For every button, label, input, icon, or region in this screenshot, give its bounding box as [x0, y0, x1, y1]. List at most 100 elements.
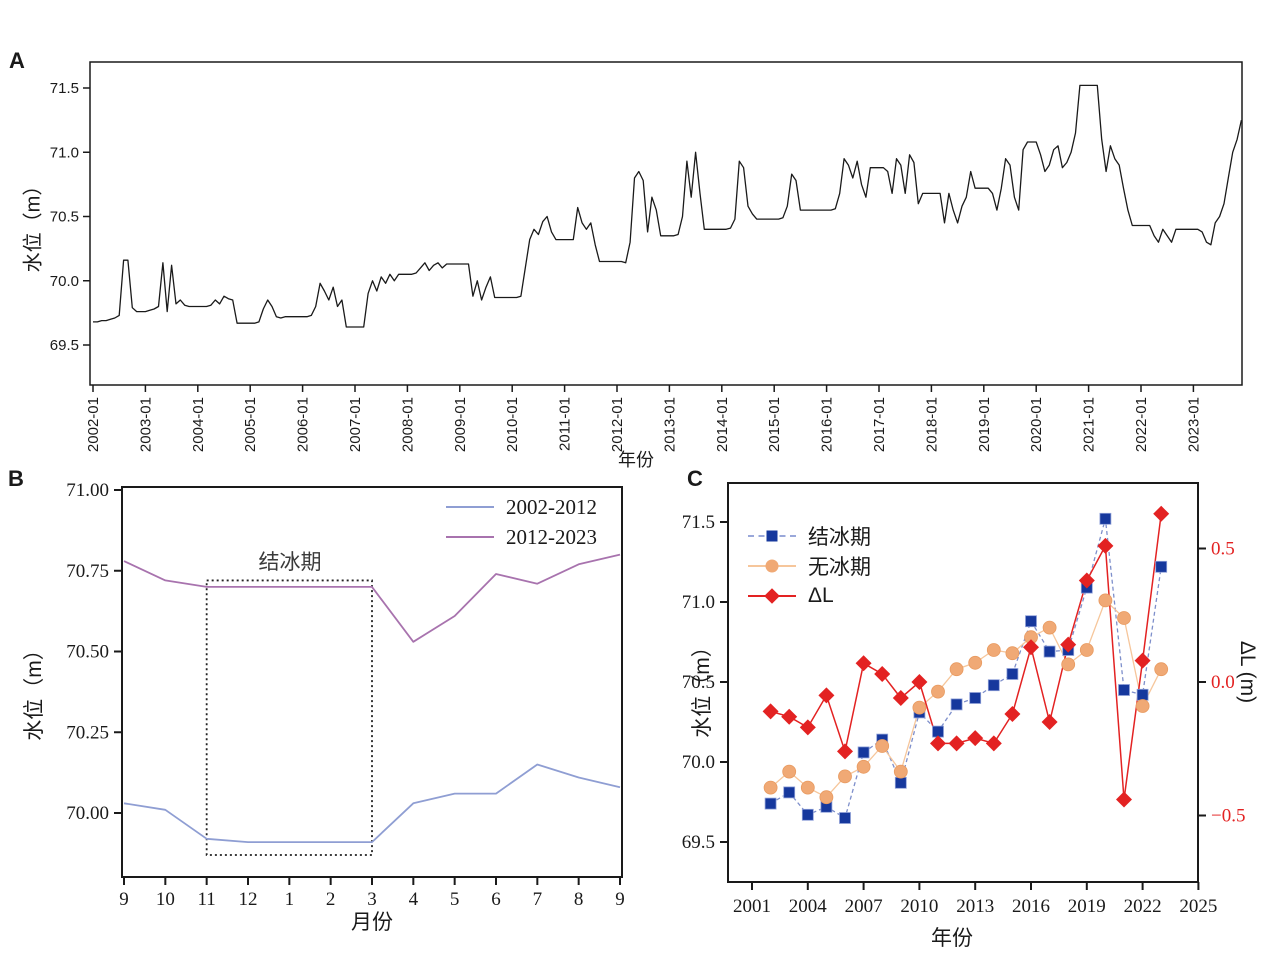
x-tick-label: 8 [574, 889, 584, 910]
marker-circle [931, 684, 945, 699]
x-tick-label: 2011-01 [557, 397, 574, 451]
panel-a-ylabel: 水位（m） [22, 175, 45, 273]
y-tick-label: 71.0 [50, 144, 79, 161]
marker-diamond [874, 665, 891, 682]
marker-diamond [762, 703, 779, 720]
x-tick-label: 2023-01 [1185, 397, 1202, 452]
x-tick-label: 12 [238, 889, 257, 910]
series-2002-2012 [123, 763, 621, 843]
marker-square [857, 746, 870, 759]
legend-label: 2012-2023 [506, 524, 597, 549]
marker-square [1043, 645, 1056, 658]
legend-item-2012-2023: 2012-2023 [446, 522, 597, 552]
y-tick-label-right: −0.5 [1211, 806, 1245, 827]
legend-label: 2002-2012 [506, 494, 597, 519]
x-tick-label: 10 [156, 889, 175, 910]
x-tick-label: 2022 [1124, 896, 1162, 917]
x-tick-label: 2019 [1068, 896, 1106, 917]
panel-a-letter: A [9, 48, 25, 73]
marker-square [801, 808, 814, 821]
series-line-无冰期 [770, 599, 1162, 799]
x-tick-label: 2022-01 [1133, 397, 1150, 452]
y-tick-label: 70.75 [66, 561, 109, 582]
marker-diamond [892, 690, 909, 707]
marker-diamond [1041, 714, 1058, 731]
y-tick-label: 70.25 [66, 722, 109, 743]
panel-b-xlabel: 月份 [351, 911, 393, 934]
marker-square [894, 776, 907, 789]
marker-square [950, 698, 963, 711]
legend-item-icefree-period: 无冰期 [748, 551, 871, 581]
x-tick-label: 2012-01 [609, 397, 626, 452]
panel-a-xlabel: 年份 [618, 450, 654, 470]
marker-circle [763, 780, 778, 795]
series-line-结冰期 [770, 518, 1162, 819]
x-tick-label: 11 [198, 889, 216, 910]
marker-square [1155, 560, 1168, 573]
marker-diamond [818, 687, 835, 704]
legend-label: 无冰期 [808, 556, 871, 579]
series-markers-无冰期 [763, 593, 1169, 805]
panel-b-letter: B [8, 466, 24, 491]
marker-circle [949, 662, 964, 677]
x-tick-label: 6 [491, 889, 501, 910]
marker-circle [986, 643, 1001, 657]
x-tick-label: 2006-01 [295, 397, 312, 452]
y-tick-label-left: 70.0 [682, 752, 715, 773]
x-tick-label: 2001 [733, 896, 771, 917]
x-tick-label: 2018-01 [923, 397, 940, 452]
y-tick-label: 70.50 [66, 642, 109, 663]
x-tick-label: 2013-01 [661, 397, 678, 452]
marker-circle [1042, 620, 1057, 635]
marker-circle [1117, 611, 1131, 625]
legend-item-freeze-period: 结冰期 [748, 521, 871, 551]
x-tick-label: 2015-01 [766, 397, 783, 452]
marker-diamond [1060, 636, 1077, 653]
marker-square [1025, 615, 1037, 628]
marker-circle [1079, 643, 1094, 657]
marker-square [839, 812, 851, 824]
x-tick-label: 2010-01 [504, 397, 521, 452]
x-tick-label: 2004-01 [190, 397, 207, 452]
marker-circle [819, 790, 834, 805]
y-tick-label: 70.0 [50, 273, 79, 290]
x-tick-label: 3 [367, 889, 377, 910]
y-tick-label: 71.00 [66, 480, 109, 501]
x-tick-label: 9 [615, 889, 625, 910]
y-tick-label-left: 71.5 [682, 512, 715, 533]
marker-diamond [1023, 639, 1039, 656]
marker-square [969, 692, 982, 704]
panel-c: 71.5 71.0 70.5 70.0 69.5 0.5 0.0 −0.5 2001 2004 20… [682, 482, 1245, 917]
marker-diamond [1004, 706, 1021, 723]
x-tick-label: 5 [450, 889, 460, 910]
panel-c-xlabel: 年份 [931, 927, 973, 950]
x-tick-label: 2007 [845, 896, 883, 917]
marker-square [987, 679, 1000, 692]
legend-item-2002-2012: 2002-2012 [446, 492, 597, 522]
x-tick-label: 2 [326, 889, 336, 910]
x-tick-label: 2008-01 [399, 397, 416, 452]
marker-circle [800, 780, 815, 795]
panel-c-ylabel-right: ΔL (m) [1236, 640, 1259, 704]
x-tick-label: 2007-01 [347, 397, 364, 452]
y-tick-label-left: 70.5 [682, 672, 715, 693]
marker-diamond [1134, 652, 1151, 669]
marker-circle [1154, 662, 1169, 677]
x-tick-label: 2019-01 [976, 397, 993, 452]
y-tick-label: 71.5 [50, 80, 79, 97]
panel-a: 69.5 70.0 70.5 71.0 71.5 2002-01 2003-01 2004-0… [50, 61, 1243, 452]
panel-b-freeze-annotation: 结冰期 [258, 551, 322, 574]
marker-circle [875, 739, 890, 753]
panel-b-ylabel: 水位（m） [23, 639, 46, 741]
panel-c-ylabel-left: 水位（m） [691, 636, 714, 738]
blue-line-swatch [446, 500, 494, 514]
marker-square [783, 786, 796, 799]
marker-diamond [799, 719, 816, 736]
x-tick-label: 9 [119, 889, 129, 910]
marker-diamond [911, 674, 928, 690]
marker-square [1136, 688, 1149, 701]
x-tick-label: 2002-01 [85, 397, 102, 452]
x-tick-label: 2005-01 [242, 397, 259, 452]
